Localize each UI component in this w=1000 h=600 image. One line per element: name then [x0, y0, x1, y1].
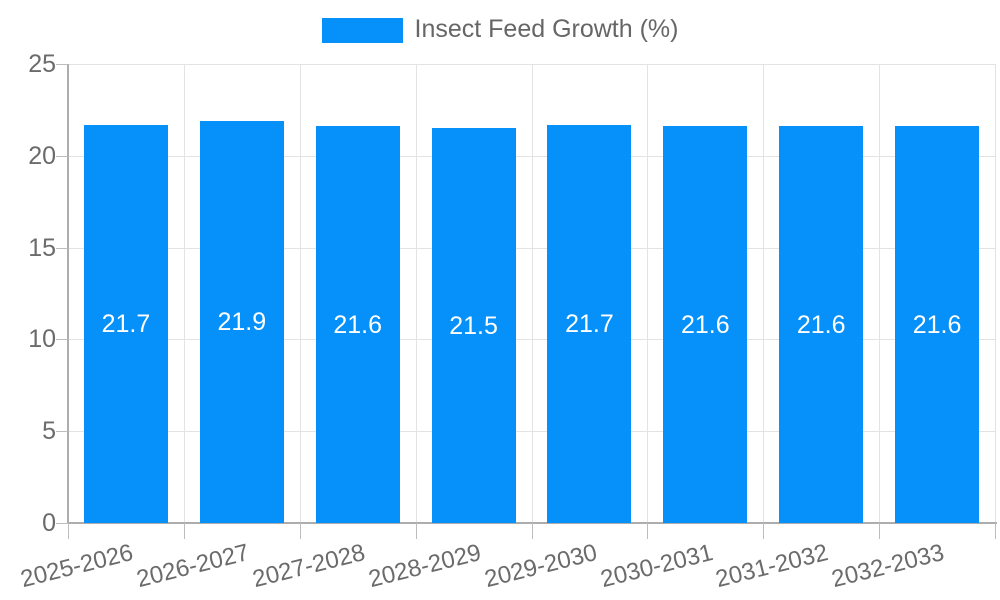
bar-2026-2027: [199, 120, 284, 523]
x-axis-tick: [995, 523, 996, 539]
x-axis-tick: [531, 523, 533, 539]
x-gridline: [879, 64, 881, 523]
x-axis-tick: [299, 523, 301, 539]
x-gridline: [647, 64, 649, 523]
x-axis-tick-label: 2027-2028: [249, 539, 368, 594]
x-gridline: [183, 64, 185, 523]
x-axis-tick-label: 2031-2032: [713, 539, 832, 594]
bar-value-label: 21.6: [912, 310, 962, 339]
bar-value-label: 21.6: [680, 310, 730, 339]
x-axis-tick-label: 2026-2027: [133, 539, 252, 594]
y-axis-tick-label: 5: [42, 417, 56, 446]
y-axis-tick-label: 15: [28, 233, 56, 262]
y-axis-tick-label: 0: [42, 509, 56, 537]
x-gridline: [995, 64, 996, 523]
bar-2028-2029: [431, 128, 516, 523]
y-axis-tick-label: 20: [28, 141, 56, 170]
x-gridline: [763, 64, 765, 523]
y-axis-tick: [56, 247, 68, 249]
x-axis-tick-label: 2028-2029: [365, 539, 484, 594]
y-axis-tick-label: 10: [28, 325, 56, 354]
x-axis-tick: [647, 523, 649, 539]
x-axis-tick: [763, 523, 765, 539]
bar-value-label: 21.6: [333, 310, 383, 339]
bar-value-label: 21.5: [449, 311, 498, 340]
bar-value-label: 21.7: [101, 309, 151, 338]
y-axis-tick: [56, 64, 68, 65]
chart-legend[interactable]: Insect Feed Growth (%): [0, 16, 1000, 44]
x-axis-tick: [183, 523, 185, 539]
x-axis-tick: [68, 523, 69, 539]
bar-2032-2033: [895, 126, 980, 523]
x-axis-tick-label: 2025-2026: [18, 539, 136, 594]
x-gridline: [299, 64, 301, 523]
bar-2029-2030: [547, 124, 632, 523]
y-axis-tick: [56, 155, 68, 157]
bar-value-label: 21.7: [565, 309, 614, 338]
x-axis-tick: [415, 523, 417, 539]
legend-color-swatch: [321, 17, 403, 43]
x-axis-tick-label: 2029-2030: [481, 539, 600, 594]
bar-value-label: 21.6: [796, 310, 846, 339]
x-gridline: [415, 64, 417, 523]
y-axis-line: [67, 64, 69, 524]
x-axis-line: [68, 522, 997, 524]
y-axis-tick: [56, 523, 68, 524]
x-gridline: [531, 64, 533, 523]
x-axis-tick-label: 2030-2031: [597, 539, 716, 594]
x-axis-tick: [879, 523, 881, 539]
bar-2030-2031: [663, 126, 748, 523]
y-axis-tick-label: 25: [28, 50, 56, 78]
legend-label: Insect Feed Growth (%): [414, 15, 679, 44]
bar-2031-2032: [779, 126, 864, 523]
bar-2025-2026: [83, 124, 168, 523]
bar-value-label: 21.9: [217, 307, 267, 336]
x-axis-tick-label: 2032-2033: [829, 539, 948, 594]
y-axis-tick: [56, 339, 68, 341]
y-axis-tick: [56, 431, 68, 433]
bar-2027-2028: [315, 126, 400, 523]
